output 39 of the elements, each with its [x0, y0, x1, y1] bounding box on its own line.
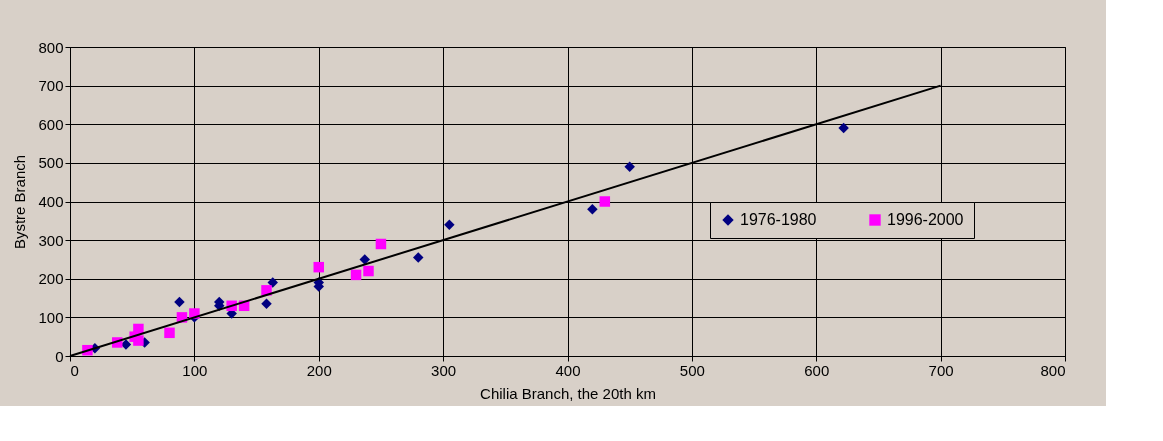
y-tick-label: 600 [38, 115, 64, 133]
point [350, 269, 362, 281]
point [624, 161, 635, 172]
legend-label: 1976-1980 [740, 211, 817, 228]
point [413, 252, 424, 263]
x-tick-label: 200 [306, 361, 332, 379]
x-tick-label: 300 [431, 361, 457, 379]
y-tick-label: 0 [55, 347, 64, 365]
x-tick-label: 500 [679, 361, 705, 379]
y-axis-title: Bystre Branch [11, 154, 29, 250]
point [363, 265, 374, 277]
x-tick-label: 800 [1040, 361, 1066, 379]
point [133, 335, 144, 346]
point [267, 277, 278, 288]
x-tick-label: 700 [928, 361, 954, 379]
y-tick-label: 500 [38, 154, 64, 172]
x-tick-label: 600 [804, 361, 830, 379]
y-tick-label: 400 [38, 193, 64, 210]
point [375, 238, 387, 250]
point [444, 219, 455, 230]
legend-label: 1996-2000 [887, 211, 964, 228]
point [838, 122, 849, 134]
point [599, 196, 611, 207]
point [164, 327, 175, 339]
point [587, 203, 598, 215]
point [313, 261, 324, 273]
x-axis-title: Chilia Branch, the 20th km [480, 384, 656, 402]
y-tick-label: 200 [38, 270, 64, 288]
y-tick-label: 700 [38, 77, 64, 95]
point [261, 298, 272, 310]
point [133, 323, 144, 335]
x-tick-label: 0 [70, 361, 79, 379]
y-tick-label: 100 [38, 308, 64, 326]
x-tick-label: 400 [555, 361, 581, 379]
x-tick-label: 100 [182, 361, 208, 379]
point [359, 254, 371, 265]
y-tick-label: 800 [38, 38, 64, 56]
y-tick-label: 300 [38, 231, 64, 249]
point [174, 296, 185, 308]
